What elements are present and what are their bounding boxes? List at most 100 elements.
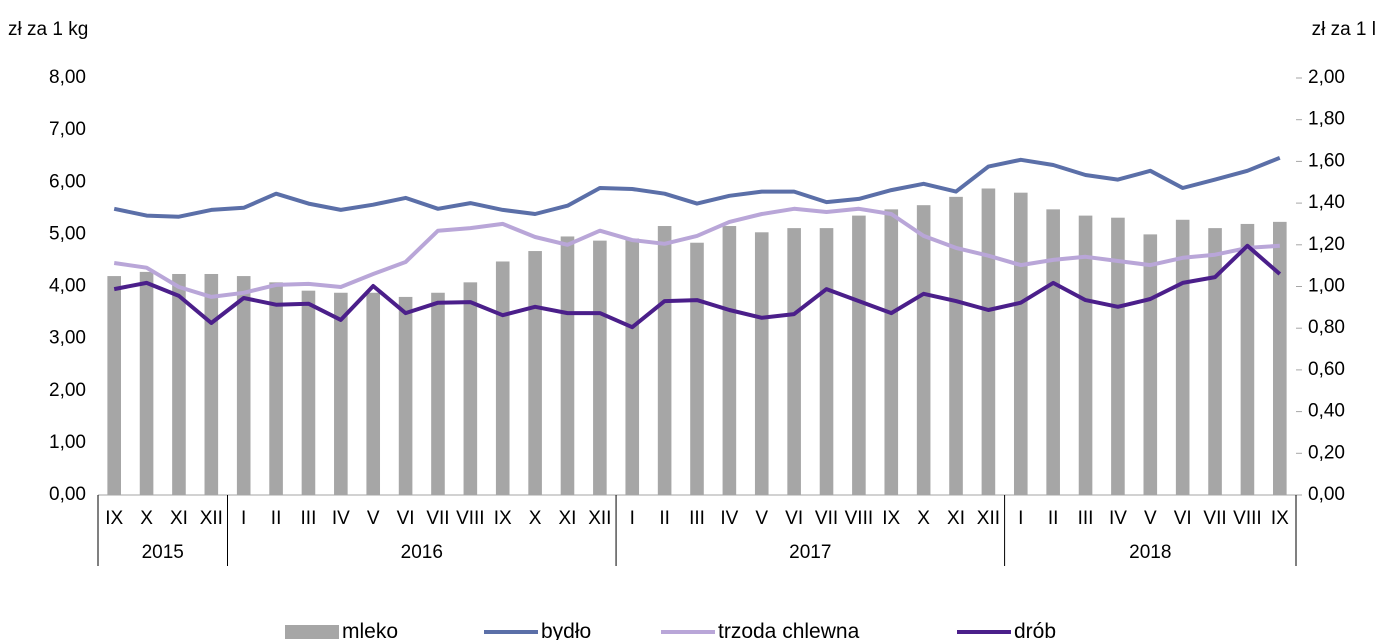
bar [431,292,445,495]
x-tick-label: VIII [845,508,874,529]
x-tick-label: XII [200,508,223,529]
x-tick-label: VIII [456,508,485,529]
bar [722,226,737,495]
bar [1046,209,1060,496]
x-tick-label: V [755,508,768,529]
bar [495,261,510,495]
x-tick-label: III [301,508,317,529]
y2-tick-label: 1,20 [1308,234,1345,255]
x-tick-label: VI [397,508,415,529]
x-tick-label: XI [947,508,965,529]
y-tick-label: 6,00 [49,171,86,192]
x-tick-label: XII [588,508,611,529]
line-series [113,206,1280,299]
y-tick-label: 1,00 [49,432,86,453]
y-tick-label: 4,00 [49,276,86,297]
bar [1175,219,1190,495]
legend-label: mleko [342,620,398,640]
bar [301,290,316,495]
y2-tick-label: 0,60 [1308,359,1345,380]
x-tick-label: VII [1203,508,1226,529]
x-tick-label: II [659,508,670,529]
y2-tick-label: 0,20 [1308,442,1345,463]
bar [852,215,866,496]
bar [269,282,283,495]
bar [884,209,899,496]
x-tick-label: X [917,508,930,529]
x-tick-label: VII [426,508,449,529]
bar [560,236,575,495]
x-tick-label: IX [105,508,123,529]
legend-label: drób [1014,620,1056,640]
legend-swatch [285,625,339,639]
x-tick-label: IV [332,508,350,529]
y2-tick-label: 1,00 [1308,276,1345,297]
x-tick-label: IX [494,508,512,529]
bar [787,228,801,495]
bar [916,205,931,495]
x-tick-label: II [1048,508,1059,529]
y2-tick-label: 1,60 [1308,150,1345,171]
y-tick-label: 2,00 [49,380,86,401]
bar [366,292,381,495]
bar [398,296,413,495]
y2-tick-label: 0,40 [1308,401,1345,422]
x-tick-label: VI [785,508,803,529]
x-tick-label: V [367,508,380,529]
x-tick-label: I [630,508,635,529]
bar [1240,223,1255,495]
x-tick-label: XI [170,508,188,529]
bar [528,251,542,495]
bar [204,273,219,495]
x-tick-label: II [271,508,282,529]
x-tick-label: XI [559,508,577,529]
year-label: 2017 [789,542,831,563]
year-label: 2016 [401,542,443,563]
x-tick-label: XII [977,508,1000,529]
x-tick-label: V [1144,508,1157,529]
bar [593,240,607,495]
x-tick-label: III [689,508,705,529]
y-tick-label: 8,00 [49,67,86,88]
y-axis-title: zł za 1 kg [8,19,88,40]
x-tick-label: VI [1174,508,1192,529]
x-tick-label: IX [882,508,900,529]
line-series [113,155,1281,219]
bar [690,242,704,495]
bar [1078,215,1093,496]
y2-tick-label: 1,80 [1308,109,1345,130]
y-tick-label: 0,00 [49,484,86,505]
bar [981,188,996,495]
x-tick-label: IV [1109,508,1127,529]
legend-label: trzoda chlewna [718,620,860,640]
x-tick-label: VII [815,508,838,529]
bar [754,232,769,496]
y-tick-label: 5,00 [49,223,86,244]
bar [657,226,672,495]
x-tick-label: I [1018,508,1023,529]
bar [1273,221,1287,496]
bar [172,273,186,495]
y2-axis-title: zł za 1 l [1312,19,1376,40]
x-tick-label: IV [720,508,738,529]
line-series [113,243,1282,330]
bar [1111,217,1125,495]
bar [1013,192,1028,496]
bar [819,228,834,495]
bar [625,238,640,496]
x-tick-label: X [140,508,153,529]
x-tick-label: III [1078,508,1094,529]
bar [139,271,154,495]
y2-tick-label: 0,80 [1308,317,1345,338]
bar [463,282,478,495]
y-tick-label: 7,00 [49,119,86,140]
y-tick-label: 3,00 [49,328,86,349]
year-label: 2015 [142,542,184,563]
legend-label: bydło [541,620,591,640]
x-tick-label: I [241,508,246,529]
y2-tick-label: 2,00 [1308,67,1345,88]
y2-tick-label: 0,00 [1308,484,1345,505]
x-tick-label: IX [1271,508,1289,529]
bar [107,276,121,495]
